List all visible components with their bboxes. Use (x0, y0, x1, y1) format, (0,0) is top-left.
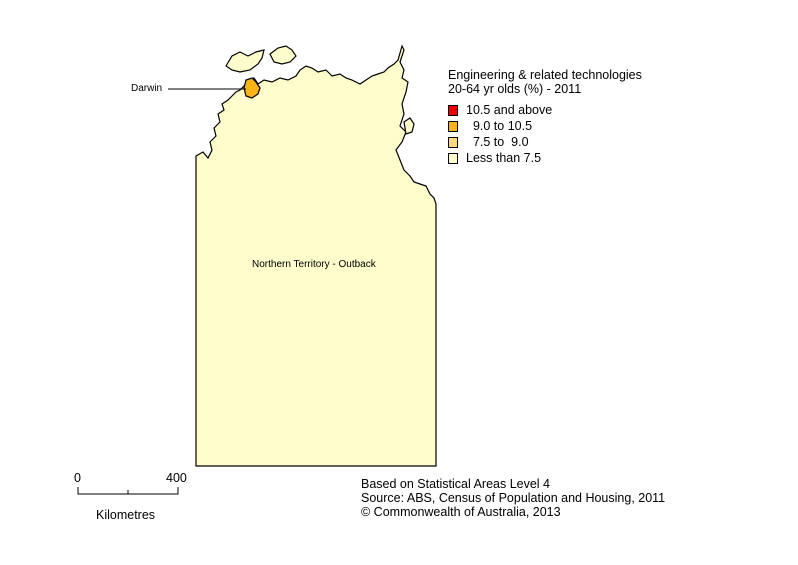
legend-title-line1: Engineering & related technologies (448, 68, 642, 82)
legend-swatch-icon (448, 136, 458, 148)
source-line1: Based on Statistical Areas Level 4 (361, 477, 551, 491)
darwin-label: Darwin (131, 83, 163, 94)
legend-title-line2: 20-64 yr olds (%) - 2011 (448, 82, 582, 96)
region-nt-outback[interactable] (195, 44, 437, 467)
island-groote (403, 117, 415, 135)
source-note: Based on Statistical Areas Level 4 Sourc… (361, 477, 665, 519)
source-line3: © Commonwealth of Australia, 2013 (361, 505, 561, 519)
legend-swatch-icon (448, 120, 458, 132)
island-melville (225, 49, 265, 73)
region-label: Northern Territory - Outback (252, 259, 376, 270)
scale-start-label: 0 (74, 471, 81, 485)
legend-item-label: 10.5 and above (466, 103, 553, 117)
legend: Engineering & related technologies 20-64… (448, 68, 642, 166)
legend-item: Less than 7.5 (448, 150, 642, 166)
legend-item-label: 7.5 to 9.0 (466, 135, 529, 149)
scale-end-label: 400 (166, 471, 187, 485)
legend-swatch-icon (448, 152, 458, 164)
scale-bar-line (77, 487, 179, 495)
scale-unit-label: Kilometres (96, 508, 156, 522)
legend-swatch-icon (448, 104, 458, 116)
region-darwin[interactable] (243, 77, 261, 99)
source-line2: Source: ABS, Census of Population and Ho… (361, 491, 666, 505)
legend-item-label: Less than 7.5 (466, 151, 542, 165)
legend-item: 7.5 to 9.0 (448, 134, 642, 150)
island-bathurst (269, 45, 297, 65)
legend-item-label: 9.0 to 10.5 (466, 119, 533, 133)
legend-item: 9.0 to 10.5 (448, 118, 642, 134)
legend-item: 10.5 and above (448, 102, 642, 118)
